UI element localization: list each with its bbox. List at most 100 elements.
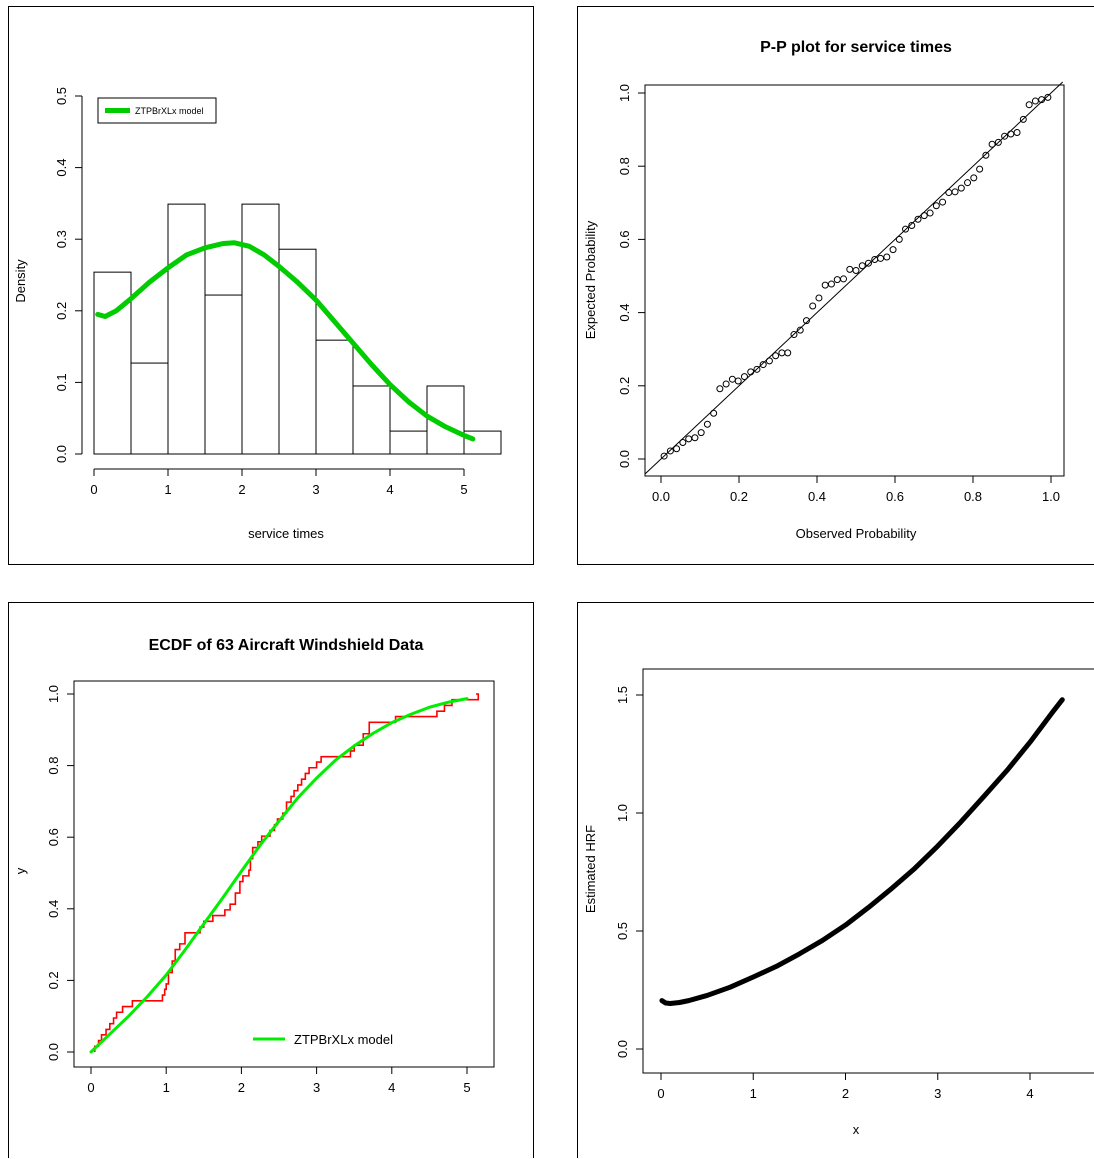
pp-point [1031,97,1039,105]
hrf-chart: 0 1 2 3 4 0.0 0.5 1.0 1.5 x Estimated HRF [583,668,1094,1137]
pp-point [1038,96,1046,104]
y-axis: 0.0 0.5 1.0 1.5 [615,686,644,1058]
pp-point [679,439,687,447]
x-tick-label: 0 [657,1086,664,1101]
histogram-bar [130,362,169,455]
pp-point [871,256,879,264]
histogram-bar [241,203,280,455]
x-tick-label: 0.6 [886,489,904,504]
pp-point [976,165,984,173]
hrf-panel: 0 1 2 3 4 0.0 0.5 1.0 1.5 x Estimated HRF [577,602,1094,1158]
ecdf-chart: ECDF of 63 Aircraft Windshield Data 0 1 2 3… [13,637,495,1095]
pp-point [790,331,798,339]
x-tick-label: 0.2 [730,489,748,504]
pp-point [809,302,817,310]
pp-point [815,294,823,302]
reference-line [645,81,1064,475]
histogram-bar [93,271,132,455]
y-tick-label: 0.4 [54,159,69,177]
pp-point [796,326,804,334]
pp-point [778,349,786,357]
pp-point [734,377,742,385]
pp-point [1019,115,1027,123]
y-tick-label: 0.8 [617,157,632,175]
pp-point [710,409,718,417]
legend-label: ZTPBrXLx model [135,106,204,116]
y-tick-label: 1.5 [615,686,630,704]
pp-point [1001,132,1009,140]
chart-title: ECDF of 63 Aircraft Windshield Data [149,637,424,654]
pp-point [840,275,848,283]
x-tick-label: 1.0 [1042,489,1060,504]
pp-point [660,452,668,460]
pp-point [759,361,767,369]
legend: ZTPBrXLx model [97,97,217,124]
pp-point [908,221,916,229]
pp-point [827,280,835,288]
x-tick-label: 0.0 [652,489,670,504]
pp-point [697,429,705,437]
pp-point [914,215,922,223]
x-tick-label: 2 [238,482,245,497]
pp-point [970,174,978,182]
y-tick-label: 0.4 [46,900,61,918]
x-tick-label: 5 [463,1080,470,1095]
pp-point [716,385,724,393]
x-tick-label: 1 [750,1086,757,1101]
x-tick-label: 4 [1026,1086,1033,1101]
pp-point [964,179,972,187]
x-tick-label: 0.8 [964,489,982,504]
histogram-bar [167,203,206,455]
histogram-bar [389,430,428,455]
pp-point [920,212,928,220]
x-tick-label: 0 [87,1080,94,1095]
pp-plot-chart: P-P plot for service times 0.0 0.2 0.4 0.6 0… [583,39,1065,541]
pp-point [673,445,681,453]
y-tick-label: 1.0 [615,804,630,822]
y-tick-label: 0.6 [46,828,61,846]
histogram-bar [204,294,243,455]
pp-point [666,447,674,455]
pp-point [951,188,959,196]
x-tick-label: 0 [90,482,97,497]
x-tick-label: 3 [312,482,319,497]
pp-point [858,262,866,270]
pp-point [685,435,693,443]
pp-point [957,184,965,192]
y-axis: 0.0 0.1 0.2 0.3 0.4 0.5 [54,87,83,463]
pp-point [994,138,1002,146]
histogram-bar [315,339,354,455]
x-tick-label: 0.4 [808,489,826,504]
y-tick-label: 1.0 [46,685,61,703]
pp-points [660,93,1052,460]
pp-point [939,198,947,206]
x-tick-label: 5 [460,482,467,497]
ecdf-panel: ECDF of 63 Aircraft Windshield Data 0 1 2 3… [8,602,534,1158]
pp-point [945,189,953,197]
density-curve [95,240,476,442]
pp-point [722,380,730,388]
x-tick-label: 4 [388,1080,395,1095]
y-tick-label: 0.2 [46,971,61,989]
y-tick-label: 0.5 [54,87,69,105]
y-tick-label: 0.8 [46,757,61,775]
hrf-curve [659,697,1065,1006]
y-tick-label: 0.6 [617,230,632,248]
pp-point [1007,130,1015,138]
x-axis-label: x [853,1122,860,1137]
pp-point [852,267,860,275]
pp-point [889,246,897,254]
pp-point [877,254,885,262]
y-tick-label: 0.1 [54,373,69,391]
pp-point [833,276,841,284]
ecdf-step-line [93,693,480,1052]
pp-point [802,317,810,325]
pp-point [772,352,780,360]
ecdf-model-curve [89,697,469,1054]
x-tick-label: 4 [386,482,393,497]
y-axis: 0.0 0.2 0.4 0.6 0.8 1.0 [46,685,75,1061]
pp-point [895,235,903,243]
chart-title: P-P plot for service times [760,39,952,56]
pp-point [902,225,910,233]
